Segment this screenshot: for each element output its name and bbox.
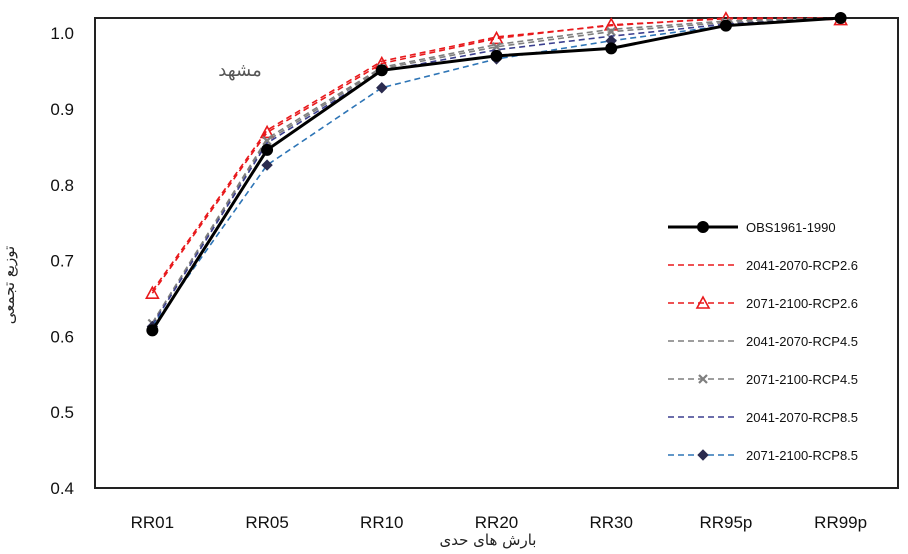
- legend-item: 2041-2070-RCP8.5: [668, 410, 858, 425]
- legend-item: 2071-2100-RCP4.5: [668, 372, 858, 387]
- legend: OBS1961-1990 2041-2070-RCP2.6 2071-2100-RC…: [668, 220, 858, 463]
- y-axis-title: توزیع تجمعی: [0, 246, 18, 324]
- x-tick-label: RR30: [589, 513, 632, 532]
- y-tick-label: 0.9: [50, 100, 74, 119]
- x-tick-label: RR95p: [699, 513, 752, 532]
- y-tick-label: 1.0: [50, 24, 74, 43]
- data-point: [375, 64, 388, 77]
- legend-label: 2041-2070-RCP4.5: [746, 334, 858, 349]
- legend-label: 2071-2100-RCP2.6: [746, 296, 858, 311]
- data-point: [376, 82, 388, 94]
- legend-item: OBS1961-1990: [668, 220, 836, 235]
- data-point: [262, 136, 272, 146]
- legend-item: 2071-2100-RCP8.5: [668, 448, 858, 463]
- legend-label: 2071-2100-RCP4.5: [746, 372, 858, 387]
- legend-marker: [697, 221, 709, 233]
- series-2041-2070-RCP8.5: [151, 17, 841, 326]
- legend-item: 2041-2070-RCP4.5: [668, 334, 858, 349]
- legend-marker: [698, 374, 708, 384]
- data-point: [261, 159, 273, 171]
- axes: 0.4 0.5 0.6 0.7 0.8 0.9 1.0 RR01 RR05 RR10 RR20 RR3…: [50, 17, 899, 532]
- y-tick-label: 0.6: [50, 327, 74, 346]
- legend-label: 2071-2100-RCP8.5: [746, 448, 858, 463]
- legend-label: OBS1961-1990: [746, 220, 836, 235]
- x-tick-label: RR10: [360, 513, 403, 532]
- data-point: [719, 19, 732, 32]
- legend-label: 2041-2070-RCP2.6: [746, 258, 858, 273]
- data-point: [606, 26, 616, 37]
- x-tick-label: RR05: [245, 513, 288, 532]
- data-point: [145, 285, 160, 299]
- legend-item: 2071-2100-RCP2.6: [668, 295, 858, 311]
- plot-annotation: مشهد: [218, 60, 261, 81]
- y-tick-label: 0.5: [50, 403, 74, 422]
- y-tick-label: 0.8: [50, 176, 74, 195]
- data-point: [261, 143, 274, 156]
- x-axis-title: بارش های حدی: [440, 531, 537, 549]
- y-tick-label: 0.4: [50, 479, 74, 498]
- y-tick-label: 0.7: [50, 252, 74, 271]
- legend-item: 2041-2070-RCP2.6: [668, 258, 858, 273]
- series-OBS1961-1990: [146, 12, 847, 337]
- x-tick-label: RR99p: [814, 513, 867, 532]
- data-point: [491, 42, 502, 52]
- x-tick-label: RR20: [475, 513, 518, 532]
- x-tick-label: RR01: [131, 513, 174, 532]
- series-line: [151, 17, 841, 326]
- plot-frame: [94, 17, 899, 489]
- data-point: [490, 49, 503, 62]
- data-point: [605, 42, 618, 55]
- data-point: [259, 124, 275, 139]
- data-point: [146, 324, 159, 337]
- series-layer: [145, 11, 848, 337]
- legend-marker: [697, 449, 709, 461]
- legend-marker: [695, 295, 711, 309]
- data-point: [834, 12, 847, 24]
- data-point: [489, 30, 504, 45]
- legend-label: 2041-2070-RCP8.5: [746, 410, 858, 425]
